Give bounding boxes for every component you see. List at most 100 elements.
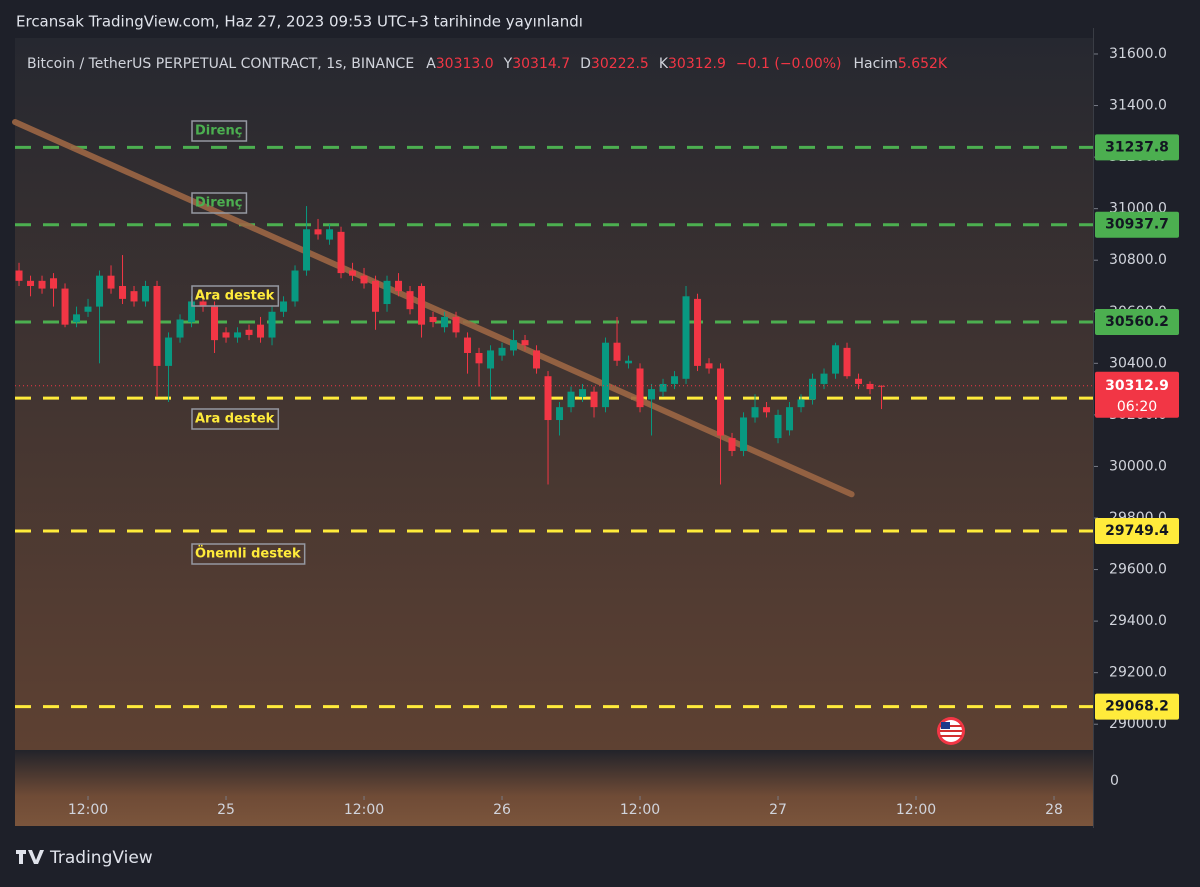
last-price-label: 30312.9 [1105, 378, 1169, 394]
volume-value: 5.652K [898, 56, 948, 72]
x-tick-label: 12:00 [620, 802, 660, 818]
header-title: Ercansak TradingView.com, Haz 27, 2023 0… [16, 13, 583, 31]
annotation-box [191, 192, 248, 214]
y-tick-label: 31600.0 [1109, 46, 1167, 62]
candle-body [165, 337, 173, 366]
time-axis [15, 796, 1093, 826]
candle-body [176, 319, 184, 338]
candle-body [843, 347, 851, 377]
candle-body [878, 385, 886, 387]
candle-body [763, 407, 771, 413]
trendline [12, 119, 855, 498]
candle-body [590, 391, 598, 408]
candle-body [774, 414, 782, 439]
candle-body [797, 399, 805, 408]
candle-body [636, 368, 644, 408]
level-tag [1095, 134, 1179, 161]
candle-body [234, 332, 242, 338]
y-tick-label: 30400.0 [1109, 355, 1167, 371]
brand-logo [16, 850, 44, 864]
candle-body [222, 332, 230, 338]
level-tag [1095, 518, 1179, 545]
symbol-title: Bitcoin / TetherUS PERPETUAL CONTRACT, 1… [27, 56, 414, 72]
ohlc-key: K [659, 56, 669, 72]
candle-body [280, 301, 288, 312]
candle-body [602, 342, 610, 408]
candle-body [498, 347, 506, 356]
candle-body [383, 280, 391, 305]
candle-body [291, 270, 299, 302]
candle-body [728, 438, 736, 451]
last-price-tag [1095, 371, 1179, 418]
ohlc-value: 30314.7 [512, 56, 570, 72]
level-tag [1095, 211, 1179, 238]
candle-body [119, 285, 127, 299]
level-tag [1095, 309, 1179, 336]
candle-body [441, 316, 449, 328]
x-tick-label: 12:00 [896, 802, 936, 818]
ohlc-key: D [580, 56, 591, 72]
level-label: 29068.2 [1105, 699, 1169, 715]
candle-body [682, 296, 690, 379]
candle-body [73, 314, 81, 323]
candle-body [96, 275, 104, 307]
level-label: 31237.8 [1105, 139, 1169, 155]
candle-body [372, 280, 380, 312]
candle-body [337, 231, 345, 274]
x-tick-label: 27 [769, 802, 787, 818]
candle-body [521, 340, 529, 346]
candle-body [659, 383, 667, 392]
candle-body [464, 337, 472, 354]
legend-text: Bitcoin / TetherUS PERPETUAL CONTRACT, 1… [27, 56, 948, 72]
candle-body [751, 407, 759, 418]
annotation-box [191, 120, 248, 142]
candle-body [671, 376, 679, 384]
plot-area [15, 38, 1093, 750]
candle-body [349, 270, 357, 276]
candle-body [303, 229, 311, 271]
y-tick-label: 31400.0 [1109, 98, 1167, 114]
candle-body [326, 229, 334, 240]
x-tick-label: 28 [1045, 802, 1063, 818]
candle-body [153, 285, 161, 366]
candle-body [429, 316, 437, 323]
candle-body [50, 278, 58, 289]
y-tick-label: 29600.0 [1109, 562, 1167, 578]
volume-key: Hacim [854, 56, 898, 72]
candle-body [809, 378, 817, 400]
candle-body [786, 407, 794, 431]
x-tick-label: 25 [217, 802, 235, 818]
candle-body [705, 363, 713, 369]
candle-body [452, 316, 460, 333]
candle-body [395, 280, 403, 292]
brand-name: TradingView [49, 848, 153, 868]
change: −0.1 (−0.00%) [736, 56, 842, 72]
annotation: Direnç [195, 196, 242, 211]
annotation: Direnç [195, 124, 242, 139]
candle-body [142, 285, 150, 302]
candle-body [107, 275, 115, 289]
ohlc-key: A [426, 56, 436, 72]
annotation-box [191, 408, 280, 430]
candle-body [579, 389, 587, 397]
candle-body [27, 280, 35, 286]
brand: TradingView [16, 848, 153, 868]
level-label: 30937.7 [1105, 217, 1169, 233]
candle-body [61, 288, 69, 325]
candle-body [855, 378, 863, 384]
legend: Bitcoin / TetherUS PERPETUAL CONTRACT, 1… [27, 56, 948, 72]
candle-body [510, 340, 518, 351]
ohlc-value: 30312.9 [668, 56, 726, 72]
candle-body [245, 329, 253, 335]
candle-body [475, 353, 483, 364]
y-tick-label: 29200.0 [1109, 665, 1167, 681]
candle-body [717, 368, 725, 436]
candle-body [625, 360, 633, 364]
candle-body [211, 306, 219, 341]
candle-body [130, 291, 138, 302]
candle-body [38, 280, 46, 289]
annotation-box [191, 543, 306, 565]
ohlc-value: 30313.0 [436, 56, 494, 72]
